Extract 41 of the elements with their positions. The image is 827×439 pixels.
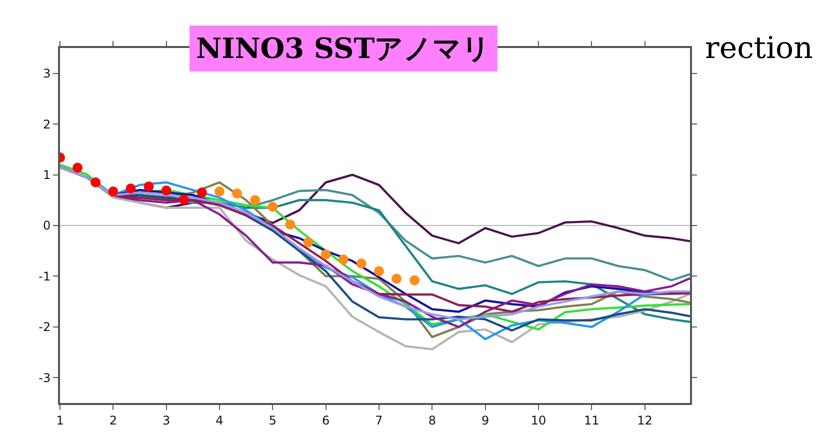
point — [285, 219, 296, 230]
chart-title: NINO3 SSTアノマリ — [196, 32, 491, 65]
x-tick-label: 5 — [268, 413, 276, 428]
y-tick-label: -2 — [38, 320, 51, 334]
point — [268, 202, 278, 212]
point — [178, 194, 189, 205]
point — [214, 186, 224, 197]
x-tick-label: 10 — [530, 413, 546, 428]
x-tick-label: 4 — [216, 413, 224, 428]
point — [374, 266, 384, 276]
x-tick-label: 11 — [584, 413, 600, 428]
point — [250, 195, 260, 206]
point — [410, 275, 420, 286]
x-tick-label: 8 — [428, 413, 436, 428]
y-tick-label: 2 — [42, 117, 51, 132]
y-tick-label: 1 — [42, 168, 51, 182]
point — [161, 186, 172, 196]
y-tick-label: 3 — [42, 66, 51, 81]
point — [392, 274, 402, 284]
text: rection — [705, 31, 813, 66]
point — [196, 188, 207, 198]
x-tick-label: 2 — [109, 413, 117, 428]
x-tick-label: 6 — [322, 413, 330, 428]
y-tick-label: -3 — [38, 370, 51, 385]
x-tick-label: 9 — [482, 413, 490, 428]
point — [356, 258, 366, 269]
point — [144, 181, 154, 192]
x-tick-label: 7 — [375, 413, 383, 428]
point — [338, 254, 348, 264]
point — [232, 188, 242, 199]
y-tick-label: -1 — [38, 269, 51, 284]
point — [303, 237, 314, 248]
point — [72, 162, 83, 173]
point — [320, 249, 331, 260]
x-tick-label: 1 — [56, 413, 64, 428]
point — [126, 183, 136, 194]
point — [90, 177, 101, 188]
point — [108, 186, 118, 197]
x-tick-label: 3 — [162, 413, 170, 428]
x-tick-label: 12 — [637, 413, 652, 428]
y-tick-label: 0 — [42, 218, 51, 233]
